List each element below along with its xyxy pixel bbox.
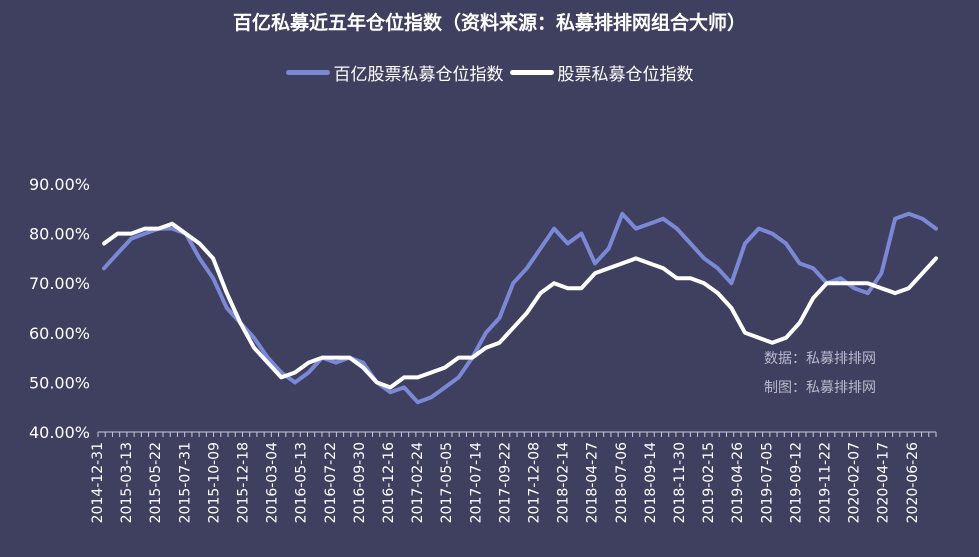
x-tick-label: 2016-03-04 bbox=[265, 442, 281, 523]
x-tick-label: 2015-03-13 bbox=[119, 442, 135, 523]
x-axis: 2014-12-31 2015-03-13 2015-05-22 2015-07-31… bbox=[90, 432, 937, 523]
x-tick-label: 2020-02-07 bbox=[847, 442, 863, 523]
watermark-made-by: 制图：私募排排网 bbox=[764, 380, 876, 396]
x-tick-label: 2018-07-06 bbox=[614, 442, 630, 523]
x-tick-label: 2020-06-26 bbox=[905, 442, 921, 523]
x-tick-label: 2019-04-26 bbox=[730, 442, 746, 523]
legend-label-series-1: 百亿股票私募仓位指数 bbox=[333, 65, 504, 85]
y-tick-label: 70.00% bbox=[29, 274, 90, 293]
x-tick-label: 2016-09-30 bbox=[352, 442, 368, 523]
x-tick-label: 2014-12-31 bbox=[90, 442, 106, 523]
y-tick-label: 60.00% bbox=[29, 324, 90, 343]
y-axis: 40.00% 50.00% 60.00% 70.00% 80.00% 90.00% bbox=[29, 175, 90, 442]
legend-item-series-2[interactable]: 股票私募仓位指数 bbox=[509, 60, 694, 85]
x-tick-label: 2017-09-22 bbox=[497, 442, 513, 523]
y-tick-label: 80.00% bbox=[29, 225, 90, 244]
legend: 百亿股票私募仓位指数 股票私募仓位指数 bbox=[0, 60, 979, 85]
x-tick-label: 2018-04-27 bbox=[585, 442, 601, 523]
x-tick-label: 2019-07-05 bbox=[759, 442, 775, 523]
watermark-source: 数据：私募排排网 bbox=[764, 351, 876, 367]
x-tick-label: 2017-07-14 bbox=[468, 442, 484, 523]
y-tick-label: 40.00% bbox=[29, 423, 90, 442]
x-tick-label: 2018-11-30 bbox=[672, 442, 688, 523]
x-tick-label: 2019-09-12 bbox=[788, 442, 804, 523]
x-tick-label: 2015-12-18 bbox=[236, 442, 252, 523]
legend-label-series-2: 股票私募仓位指数 bbox=[557, 65, 694, 85]
legend-swatch-series-1 bbox=[285, 70, 330, 75]
y-tick-label: 50.00% bbox=[29, 373, 90, 392]
chart-title: 百亿私募近五年仓位指数（资料来源：私募排排网组合大师） bbox=[232, 12, 746, 34]
legend-item-series-1[interactable]: 百亿股票私募仓位指数 bbox=[285, 60, 504, 85]
x-tick-label: 2017-12-08 bbox=[527, 442, 543, 523]
x-tick-label: 2016-12-16 bbox=[381, 442, 397, 523]
x-tick-label: 2018-02-14 bbox=[556, 442, 572, 523]
series-line-1 bbox=[102, 211, 938, 405]
x-tick-label: 2016-05-13 bbox=[294, 442, 310, 523]
x-tick-label: 2020-04-17 bbox=[876, 442, 892, 523]
x-tick-label: 2015-10-09 bbox=[206, 442, 222, 523]
x-tick-label: 2018-09-14 bbox=[643, 442, 659, 523]
series-line-2 bbox=[102, 221, 938, 390]
x-tick-label: 2015-07-31 bbox=[177, 442, 193, 523]
x-tick-label: 2017-05-05 bbox=[439, 442, 455, 523]
x-tick-label: 2019-02-15 bbox=[701, 442, 717, 523]
x-tick-label: 2017-02-24 bbox=[410, 442, 426, 523]
x-tick-label: 2019-11-22 bbox=[818, 442, 834, 523]
x-tick-label: 2015-05-22 bbox=[148, 442, 164, 523]
y-tick-label: 90.00% bbox=[29, 175, 90, 194]
series-layer bbox=[102, 211, 938, 405]
legend-swatch-series-2 bbox=[509, 70, 554, 75]
x-tick-label: 2016-07-22 bbox=[323, 442, 339, 523]
